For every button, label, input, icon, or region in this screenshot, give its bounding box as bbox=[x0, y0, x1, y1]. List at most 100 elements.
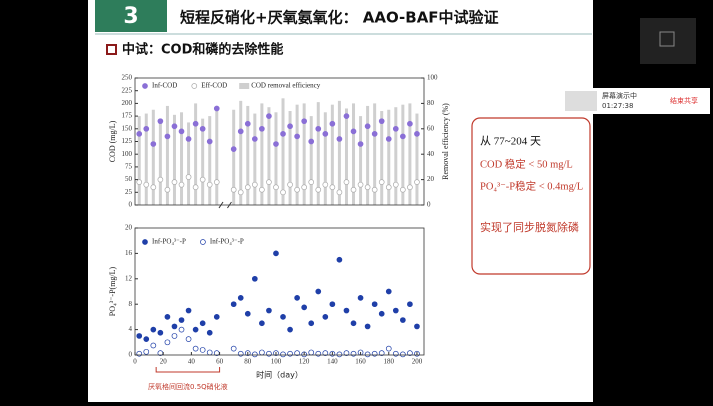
point bbox=[343, 350, 350, 356]
point bbox=[343, 179, 350, 185]
point bbox=[230, 301, 237, 308]
bar bbox=[295, 104, 299, 205]
point bbox=[143, 125, 150, 132]
point bbox=[192, 345, 199, 352]
y2-axis-label: Removal efficiency (%) bbox=[441, 103, 450, 180]
x-tick-label: 0 bbox=[133, 358, 137, 366]
legend-marker bbox=[142, 83, 148, 89]
point bbox=[213, 179, 220, 185]
camera-tile bbox=[640, 18, 696, 64]
point bbox=[294, 295, 300, 301]
x-tick-label: 180 bbox=[384, 358, 395, 366]
bar bbox=[408, 103, 412, 205]
point bbox=[315, 288, 322, 295]
point bbox=[378, 350, 385, 356]
point bbox=[350, 350, 357, 357]
point bbox=[143, 348, 150, 355]
y-tick-label: 0 bbox=[129, 351, 133, 359]
x-tick-label: 20 bbox=[160, 358, 168, 366]
point bbox=[192, 120, 199, 127]
slide-title: 短程反硝化+厌氧氨氧化： AAO-BAF中试验证 bbox=[180, 9, 499, 27]
point bbox=[251, 136, 258, 142]
point bbox=[364, 123, 371, 130]
point bbox=[244, 184, 251, 191]
x-tick-label: 160 bbox=[355, 358, 366, 366]
point bbox=[287, 123, 293, 130]
bar bbox=[359, 116, 363, 205]
bar bbox=[366, 105, 370, 205]
point bbox=[136, 131, 143, 137]
point bbox=[150, 184, 157, 191]
point bbox=[171, 333, 178, 339]
y-tick-label: 150 bbox=[122, 124, 133, 132]
bar bbox=[144, 113, 148, 205]
bar bbox=[330, 104, 334, 205]
legend-marker bbox=[142, 239, 148, 245]
bar bbox=[394, 107, 398, 205]
legend-label: Inf-PO₄³⁻-P bbox=[152, 238, 186, 246]
point bbox=[157, 176, 164, 183]
point bbox=[206, 329, 213, 336]
annotation-bracket bbox=[155, 367, 221, 373]
point bbox=[385, 184, 392, 191]
point bbox=[273, 184, 279, 191]
point bbox=[273, 141, 279, 147]
point bbox=[199, 176, 206, 183]
point bbox=[287, 181, 293, 188]
point bbox=[178, 317, 185, 323]
stop-share[interactable]: 结束共享 bbox=[670, 96, 698, 105]
point bbox=[336, 189, 343, 196]
y-tick-label: 25 bbox=[125, 188, 133, 196]
point bbox=[192, 326, 199, 333]
y-tick-label: 4 bbox=[129, 325, 133, 333]
point bbox=[385, 345, 392, 352]
point bbox=[164, 339, 171, 346]
annotation-text: 厌氧格间回流0.5Q硝化液 bbox=[148, 382, 228, 391]
point bbox=[171, 179, 178, 185]
number-box bbox=[95, 0, 167, 32]
point bbox=[150, 141, 157, 147]
point bbox=[266, 350, 272, 357]
point bbox=[237, 128, 244, 135]
point bbox=[315, 125, 322, 132]
legend-label: Eff-COD bbox=[201, 82, 227, 90]
slide-subtitle: 中试：COD和磷的去除性能 bbox=[122, 42, 283, 58]
y-tick-label: 12 bbox=[125, 274, 133, 282]
bar bbox=[415, 113, 419, 205]
x-tick-label: 200 bbox=[412, 358, 423, 366]
point bbox=[280, 189, 286, 196]
bar bbox=[172, 114, 176, 205]
note-line: 从 77~204 天 bbox=[480, 136, 541, 148]
legend-marker bbox=[200, 239, 206, 245]
point bbox=[385, 136, 392, 142]
point bbox=[308, 138, 315, 145]
point bbox=[329, 184, 336, 191]
point bbox=[280, 351, 286, 358]
y-tick-label: 200 bbox=[122, 99, 133, 107]
y-tick-label: 20 bbox=[125, 224, 133, 232]
point bbox=[266, 307, 272, 314]
point bbox=[164, 314, 171, 320]
point bbox=[357, 295, 364, 301]
y2-tick-label: 20 bbox=[427, 175, 435, 183]
point bbox=[251, 351, 258, 358]
point bbox=[378, 118, 385, 125]
point bbox=[266, 113, 272, 119]
x-tick-label: 40 bbox=[188, 358, 196, 366]
x-tick-label: 60 bbox=[216, 358, 224, 366]
bar bbox=[337, 100, 341, 205]
point bbox=[414, 131, 420, 137]
point bbox=[185, 336, 192, 342]
y2-tick-label: 80 bbox=[427, 99, 435, 107]
point bbox=[308, 349, 315, 356]
point bbox=[322, 350, 329, 356]
y-tick-label: 175 bbox=[122, 112, 133, 120]
camera-icon bbox=[659, 31, 675, 47]
point bbox=[407, 301, 413, 308]
y-tick-label: 125 bbox=[122, 137, 133, 145]
point bbox=[287, 350, 293, 357]
point bbox=[322, 181, 329, 188]
bar bbox=[246, 105, 250, 205]
legend-swatch bbox=[239, 83, 250, 89]
point bbox=[244, 310, 251, 317]
